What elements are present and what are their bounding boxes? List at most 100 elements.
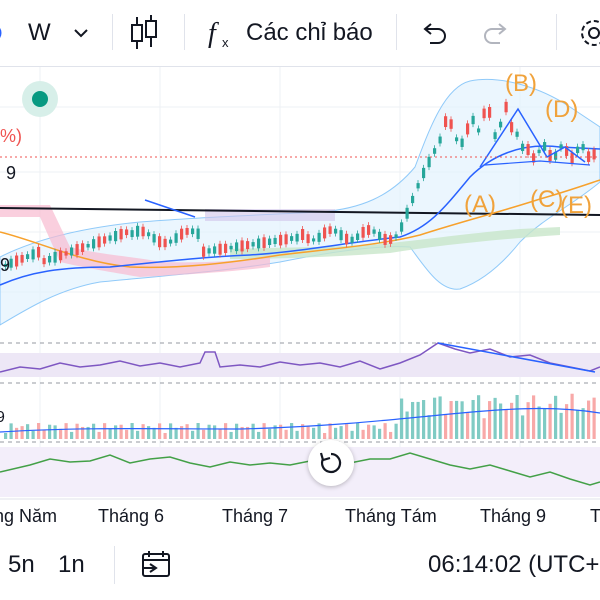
- candle: [53, 251, 57, 263]
- redo-button[interactable]: [482, 0, 510, 66]
- candle: [510, 122, 514, 133]
- candle: [290, 236, 294, 241]
- volume-bar: [592, 397, 596, 439]
- candle: [279, 234, 283, 246]
- candle: [273, 237, 277, 245]
- volume-bar: [147, 426, 151, 439]
- volume-bar: [394, 423, 398, 439]
- candle: [372, 229, 376, 234]
- candle: [559, 144, 563, 149]
- volume-bar: [224, 423, 228, 439]
- candle: [438, 136, 442, 144]
- candle: [48, 255, 52, 263]
- volume-bar: [559, 412, 563, 439]
- date-range-button[interactable]: [140, 530, 172, 600]
- volume-bar: [229, 431, 233, 439]
- reset-icon: [319, 452, 342, 474]
- candle: [345, 233, 349, 245]
- candle: [174, 233, 178, 243]
- volume-bar: [510, 402, 514, 439]
- candle: [180, 228, 184, 240]
- month-label: ng Năm: [0, 506, 57, 526]
- settings-button[interactable]: [576, 0, 600, 66]
- candle: [301, 229, 305, 240]
- volume-bar: [323, 432, 327, 439]
- candle: [515, 131, 519, 137]
- candle: [185, 227, 189, 235]
- volume-bar: [53, 425, 57, 439]
- candle: [400, 222, 404, 232]
- bottom-toolbar: 5n 1n 06:14:02 (UTC+: [0, 530, 600, 600]
- volume-bar: [92, 423, 96, 439]
- range-1n-button[interactable]: 1n: [58, 530, 85, 600]
- wave-label-c: (C): [530, 186, 563, 213]
- volume-bar: [372, 425, 376, 439]
- candle: [378, 231, 382, 240]
- volume-bar: [196, 423, 200, 439]
- candle: [64, 251, 68, 256]
- toolbar-divider: [556, 14, 557, 50]
- volume-bar: [488, 401, 492, 439]
- candle: [257, 238, 261, 249]
- volume-bar: [119, 424, 123, 439]
- fx-icon: f x: [208, 18, 229, 50]
- symbol-icon: [0, 27, 2, 39]
- candle: [147, 232, 151, 237]
- chart-type-button[interactable]: [128, 0, 160, 66]
- candle: [554, 151, 558, 160]
- candle: [449, 119, 453, 129]
- candle: [422, 167, 426, 179]
- interval-dropdown[interactable]: [72, 0, 90, 66]
- wave-label-d: (D): [545, 96, 578, 123]
- volume-bar: [26, 424, 30, 439]
- undo-button[interactable]: [420, 0, 448, 66]
- gear-icon: [581, 20, 600, 46]
- volume-bar: [367, 424, 371, 439]
- candle: [246, 241, 250, 250]
- interval-label: W: [28, 19, 51, 46]
- range-5n-button[interactable]: 5n: [8, 530, 35, 600]
- candle: [97, 236, 101, 248]
- volume-bar: [20, 426, 24, 439]
- candle: [114, 230, 118, 242]
- reset-chart-button[interactable]: [308, 440, 354, 486]
- volume-bar: [416, 401, 420, 439]
- volume-bar: [345, 424, 349, 439]
- candle: [493, 132, 497, 140]
- toolbar-divider: [112, 14, 113, 50]
- candle: [405, 207, 409, 219]
- indicators-button[interactable]: f x Các chỉ báo: [206, 0, 373, 66]
- market-status-indicator[interactable]: [22, 81, 58, 117]
- symbol-button[interactable]: [0, 0, 10, 66]
- candle: [119, 228, 123, 240]
- candle: [411, 195, 415, 204]
- volume-bar: [405, 411, 409, 439]
- svg-text:x: x: [222, 35, 229, 50]
- timezone-clock[interactable]: 06:14:02 (UTC+: [428, 530, 599, 600]
- price-chart[interactable]: (B) (D) (A) (C) (E) %) 9 9 9 ng Năm Thán…: [0, 67, 600, 527]
- candle: [444, 116, 448, 128]
- candle: [284, 234, 288, 245]
- volume-bar: [207, 424, 211, 439]
- candle: [433, 148, 437, 154]
- candle: [268, 238, 272, 246]
- volume-bar: [449, 401, 453, 439]
- candle: [427, 156, 431, 168]
- volume-bar: [284, 429, 288, 439]
- wave-label-b: (B): [505, 70, 537, 97]
- volume-bar: [114, 425, 118, 439]
- live-dot-icon: [32, 91, 48, 107]
- month-label: Tháng Tám: [345, 506, 437, 526]
- toolbar-divider: [184, 14, 185, 50]
- candle: [466, 123, 470, 135]
- volume-bar: [378, 428, 382, 439]
- indicators-label: Các chỉ báo: [246, 19, 373, 46]
- rsi-line: [0, 342, 600, 373]
- volume-bar: [290, 423, 294, 439]
- candle: [488, 106, 492, 118]
- interval-button[interactable]: W: [28, 0, 51, 66]
- candle: [26, 254, 30, 259]
- candle: [163, 238, 167, 248]
- month-label: T: [590, 506, 600, 526]
- candle: [587, 151, 591, 162]
